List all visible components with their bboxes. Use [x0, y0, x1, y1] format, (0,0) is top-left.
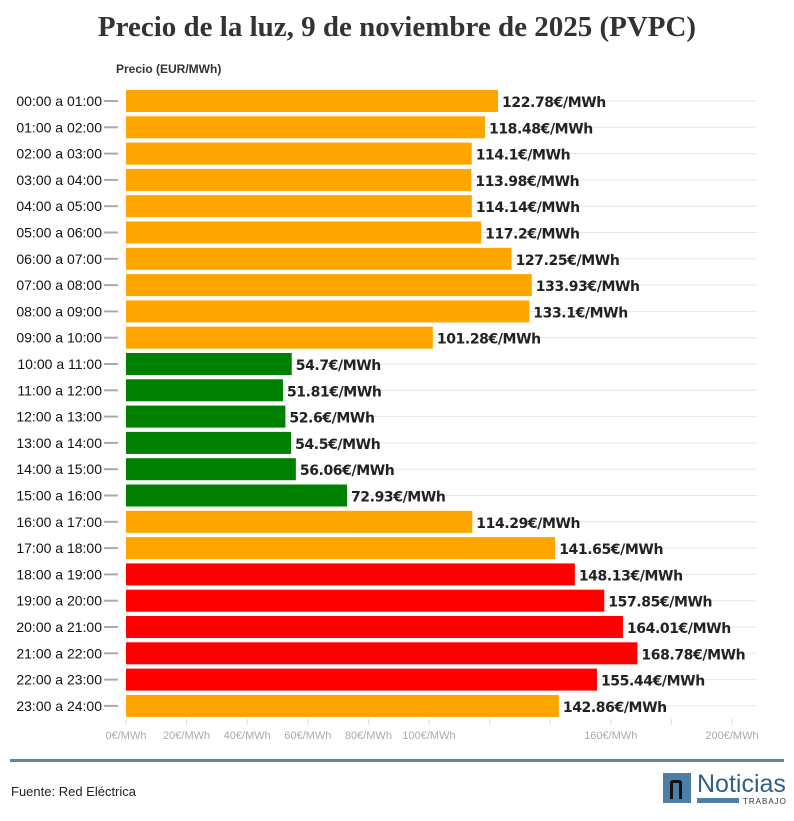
data-label: 164.01€/MWh [627, 621, 731, 637]
x-tick-label: 160€/MWh [584, 730, 637, 742]
category-label: 12:00 a 13:00 [16, 409, 102, 425]
bar [126, 274, 532, 297]
logo-sub: TRABAJO [743, 797, 787, 806]
category-label: 23:00 a 24:00 [16, 698, 102, 714]
x-tick-label: 20€/MWh [163, 730, 210, 742]
logo-n-icon [663, 773, 691, 803]
bar [126, 563, 575, 586]
category-label: 05:00 a 06:00 [16, 225, 102, 241]
bar [126, 168, 472, 191]
bar [126, 221, 482, 244]
bar [126, 458, 296, 481]
data-label: 141.65€/MWh [559, 542, 663, 558]
category-label: 02:00 a 03:00 [16, 146, 102, 162]
x-tick-label: 60€/MWh [284, 730, 331, 742]
category-label: 16:00 a 17:00 [16, 514, 102, 530]
bar [126, 90, 499, 112]
data-label: 133.93€/MWh [536, 279, 640, 295]
category-label: 10:00 a 11:00 [17, 356, 102, 372]
category-label: 21:00 a 22:00 [16, 645, 102, 661]
data-label: 52.6€/MWh [289, 411, 374, 427]
bar [126, 405, 286, 428]
data-label: 56.06€/MWh [300, 463, 394, 479]
category-label: 01:00 a 02:00 [16, 119, 102, 135]
noticias-trabajo-logo: Noticias TRABAJO [663, 770, 787, 807]
bar [126, 379, 283, 402]
footer-divider [10, 759, 784, 762]
category-label: 13:00 a 14:00 [16, 435, 102, 451]
category-label: 17:00 a 18:00 [16, 540, 102, 556]
category-label: 04:00 a 05:00 [16, 198, 102, 214]
x-tick-label: 200€/MWh [705, 730, 758, 742]
bar [126, 668, 597, 691]
data-label: 168.78€/MWh [641, 647, 745, 663]
data-label: 114.29€/MWh [476, 516, 580, 532]
data-label: 114.14€/MWh [476, 200, 580, 216]
category-label: 11:00 a 12:00 [17, 382, 102, 398]
bar [126, 694, 559, 717]
category-label: 06:00 a 07:00 [16, 251, 102, 267]
bar [126, 642, 638, 665]
logo-bar [697, 798, 739, 803]
data-label: 155.44€/MWh [601, 674, 705, 690]
category-label: 19:00 a 20:00 [16, 593, 102, 609]
data-label: 118.48€/MWh [489, 121, 593, 137]
x-tick-label: 80€/MWh [345, 730, 392, 742]
category-label: 00:00 a 01:00 [16, 93, 102, 109]
source-note: Fuente: Red Eléctrica [11, 784, 137, 799]
bar [126, 616, 623, 638]
bar [126, 116, 485, 139]
data-label: 157.85€/MWh [608, 595, 712, 611]
data-label: 114.1€/MWh [476, 148, 570, 164]
category-label: 22:00 a 23:00 [16, 672, 102, 688]
x-tick-label: 0€/MWh [106, 730, 147, 742]
data-label: 72.93€/MWh [351, 490, 445, 506]
data-label: 101.28€/MWh [437, 332, 541, 348]
bar [126, 142, 472, 165]
data-label: 148.13€/MWh [579, 568, 683, 584]
bar [126, 195, 472, 218]
bar [126, 300, 530, 323]
data-label: 54.7€/MWh [296, 358, 381, 374]
category-label: 03:00 a 04:00 [16, 172, 102, 188]
data-label: 127.25€/MWh [516, 253, 620, 269]
category-label: 18:00 a 19:00 [16, 566, 102, 582]
bar [126, 510, 473, 533]
x-tick-label: 40€/MWh [224, 730, 271, 742]
data-label: 122.78€/MWh [502, 95, 606, 111]
chart-title: Precio de la luz, 9 de noviembre de 2025… [97, 11, 697, 43]
category-label: 14:00 a 15:00 [16, 461, 102, 477]
bar [126, 353, 292, 375]
data-label: 133.1€/MWh [533, 305, 627, 321]
bar [126, 247, 512, 270]
bar [126, 589, 605, 612]
bar [126, 326, 433, 349]
category-label: 09:00 a 10:00 [16, 330, 102, 346]
category-label: 07:00 a 08:00 [16, 277, 102, 293]
x-tick-label: 100€/MWh [402, 730, 455, 742]
data-label: 54.5€/MWh [295, 437, 380, 453]
data-label: 113.98€/MWh [475, 174, 579, 190]
category-label: 20:00 a 21:00 [16, 619, 102, 635]
data-label: 117.2€/MWh [485, 227, 579, 243]
bar [126, 431, 292, 454]
category-label: 15:00 a 16:00 [16, 488, 102, 504]
data-label: 142.86€/MWh [563, 700, 667, 716]
logo-word: Noticias [697, 770, 786, 798]
bar [126, 484, 347, 507]
data-label: 51.81€/MWh [287, 384, 381, 400]
bar [126, 537, 556, 560]
bar-chart: Precio (EUR/MWh) 00:00 a 01:00 122.78€/MWh… [16, 62, 758, 742]
category-label: 08:00 a 09:00 [16, 303, 102, 319]
y-axis-title: Precio (EUR/MWh) [116, 62, 221, 76]
